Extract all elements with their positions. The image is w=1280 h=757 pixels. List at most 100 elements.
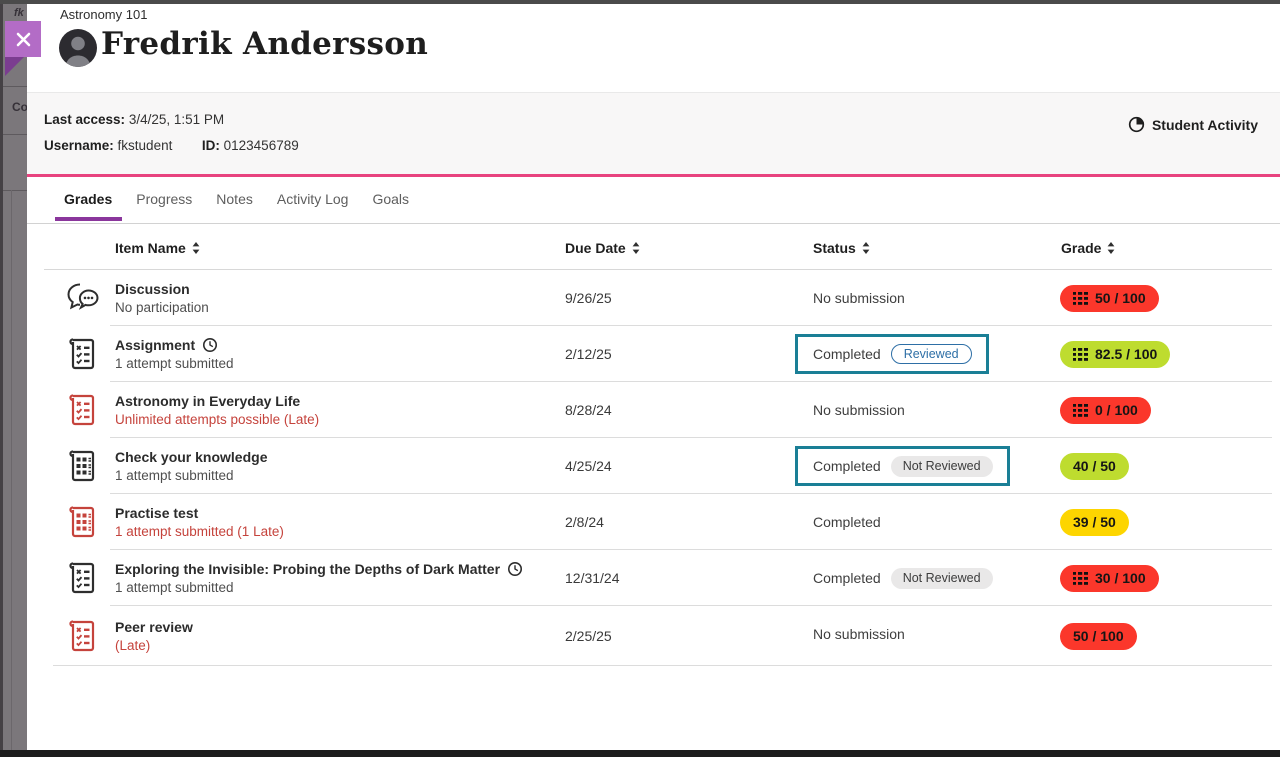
item-text: Astronomy in Everyday Life Unlimited att… bbox=[115, 393, 319, 427]
background-divider bbox=[3, 190, 27, 191]
tabs-bar: Grades Progress Notes Activity Log Goals bbox=[27, 177, 1280, 224]
item-title[interactable]: Check your knowledge bbox=[115, 449, 268, 465]
item-title[interactable]: Assignment bbox=[115, 337, 196, 353]
grade-cell: 30 / 100 bbox=[1060, 550, 1159, 606]
grade-pill[interactable]: 50 / 100 bbox=[1060, 284, 1159, 312]
grade-value: 50 / 100 bbox=[1095, 290, 1146, 306]
dimmed-background-page: fk Co bbox=[0, 0, 28, 757]
status-header-label: Status bbox=[813, 239, 856, 256]
item-text: Discussion No participation bbox=[115, 281, 209, 315]
student-info-bar: Last access: 3/4/25, 1:51 PM Username: f… bbox=[27, 92, 1280, 174]
grade-cell: 50 / 100 bbox=[1060, 270, 1159, 326]
window-bottom-border bbox=[0, 750, 1280, 757]
due-date: 2/25/25 bbox=[565, 628, 612, 644]
table-row[interactable]: Peer review (Late) 2/25/25 No submission… bbox=[27, 606, 1280, 666]
item-title[interactable]: Exploring the Invisible: Probing the Dep… bbox=[115, 561, 501, 577]
username-id-line: Username: fkstudent ID: 0123456789 bbox=[44, 138, 299, 153]
grade-pill[interactable]: 82.5 / 100 bbox=[1060, 340, 1171, 368]
background-divider bbox=[11, 190, 12, 757]
sort-by-item-name[interactable]: Item Name bbox=[115, 225, 200, 270]
sort-icon bbox=[862, 241, 870, 254]
override-grid-icon bbox=[1073, 403, 1088, 417]
sort-icon bbox=[1108, 241, 1115, 254]
status-text: Completed bbox=[813, 570, 881, 586]
grade-cell: 82.5 / 100 bbox=[1060, 326, 1171, 382]
sort-icon bbox=[192, 241, 200, 254]
grade-pill[interactable]: 30 / 100 bbox=[1060, 564, 1159, 592]
student-activity-button[interactable]: Student Activity bbox=[1128, 116, 1258, 133]
test-late-icon bbox=[65, 504, 99, 540]
item-title[interactable]: Discussion bbox=[115, 281, 190, 297]
due-date: 2/12/25 bbox=[565, 346, 612, 362]
username-value: fkstudent bbox=[117, 138, 173, 153]
background-divider bbox=[3, 134, 27, 135]
tab-activity-log[interactable]: Activity Log bbox=[277, 177, 349, 223]
due-date-header-label: Due Date bbox=[565, 239, 626, 256]
table-row[interactable]: Astronomy in Everyday Life Unlimited att… bbox=[27, 382, 1280, 438]
id-label: ID: bbox=[201, 138, 220, 153]
reviewed-badge: Reviewed bbox=[890, 344, 972, 364]
due-date: 12/31/24 bbox=[565, 570, 620, 586]
id-value: 0123456789 bbox=[223, 138, 299, 153]
close-icon bbox=[16, 32, 30, 46]
item-name-header-label: Item Name bbox=[115, 239, 186, 256]
grade-cell: 0 / 100 bbox=[1060, 382, 1151, 438]
not-reviewed-badge: Not Reviewed bbox=[890, 567, 993, 589]
status-text: No submission bbox=[813, 626, 905, 642]
grade-pill[interactable]: 0 / 100 bbox=[1060, 396, 1151, 424]
item-text: Assignment 1 attempt submitted bbox=[115, 337, 234, 371]
grade-value: 50 / 100 bbox=[1073, 628, 1124, 644]
item-text: Peer review (Late) bbox=[115, 619, 193, 653]
status-cell-highlighted: Completed Reviewed bbox=[795, 334, 989, 374]
close-button-ribbon-fold bbox=[5, 57, 24, 76]
override-grid-icon bbox=[1073, 291, 1088, 305]
item-title[interactable]: Astronomy in Everyday Life bbox=[115, 393, 301, 409]
grade-pill[interactable]: 50 / 100 bbox=[1060, 622, 1137, 650]
student-overview-panel: Astronomy 101 Fredrik Andersson Last acc… bbox=[27, 4, 1280, 750]
grade-value: 82.5 / 100 bbox=[1095, 346, 1158, 362]
test-icon bbox=[65, 448, 99, 484]
table-row[interactable]: Practise test 1 attempt submitted (1 Lat… bbox=[27, 494, 1280, 550]
table-row[interactable]: Assignment 1 attempt submitted 2/12/25 C… bbox=[27, 326, 1280, 382]
item-text: Practise test 1 attempt submitted (1 Lat… bbox=[115, 505, 284, 539]
last-access-label: Last access: bbox=[44, 112, 126, 127]
status-text: No submission bbox=[813, 402, 905, 418]
item-subtitle: 1 attempt submitted (1 Late) bbox=[115, 524, 284, 539]
tab-notes[interactable]: Notes bbox=[216, 177, 253, 223]
item-title[interactable]: Practise test bbox=[115, 505, 199, 521]
student-name: Fredrik Andersson bbox=[101, 26, 429, 62]
tab-progress[interactable]: Progress bbox=[136, 177, 192, 223]
override-grid-icon bbox=[1073, 571, 1088, 585]
grade-pill[interactable]: 39 / 50 bbox=[1060, 508, 1129, 536]
assignment-late-icon bbox=[65, 392, 99, 428]
tab-grades[interactable]: Grades bbox=[54, 177, 123, 223]
window-top-border bbox=[0, 0, 1280, 4]
item-subtitle: No participation bbox=[115, 300, 209, 315]
table-row[interactable]: Discussion No participation 9/26/25 No s… bbox=[27, 270, 1280, 326]
student-avatar bbox=[58, 28, 97, 67]
assignment-icon bbox=[65, 336, 99, 372]
status-cell-highlighted: Completed Not Reviewed bbox=[795, 446, 1010, 486]
table-header-row: Item Name Due Date Status Grade bbox=[27, 225, 1280, 270]
accent-divider bbox=[27, 174, 1280, 177]
item-subtitle: 1 attempt submitted bbox=[115, 580, 234, 595]
grade-pill[interactable]: 40 / 50 bbox=[1060, 452, 1129, 480]
due-date: 2/8/24 bbox=[565, 514, 604, 530]
due-date: 9/26/25 bbox=[565, 290, 612, 306]
status-text: Completed bbox=[813, 346, 881, 362]
assignment-icon bbox=[65, 560, 99, 596]
table-row[interactable]: Check your knowledge 1 attempt submitted… bbox=[27, 438, 1280, 494]
discussion-icon bbox=[65, 280, 99, 316]
sort-by-grade[interactable]: Grade bbox=[1061, 225, 1115, 270]
status-text: No submission bbox=[813, 290, 905, 306]
student-activity-label: Student Activity bbox=[1151, 116, 1258, 133]
item-title[interactable]: Peer review bbox=[115, 619, 193, 635]
sort-by-due-date[interactable]: Due Date bbox=[565, 225, 640, 270]
tab-goals[interactable]: Goals bbox=[372, 177, 409, 223]
close-button[interactable] bbox=[5, 21, 41, 57]
sort-by-status[interactable]: Status bbox=[813, 225, 870, 270]
assignment-late-icon bbox=[65, 618, 99, 654]
status-cell: Completed bbox=[795, 502, 898, 542]
table-row[interactable]: Exploring the Invisible: Probing the Dep… bbox=[27, 550, 1280, 606]
time-limit-clock-icon bbox=[508, 561, 523, 577]
